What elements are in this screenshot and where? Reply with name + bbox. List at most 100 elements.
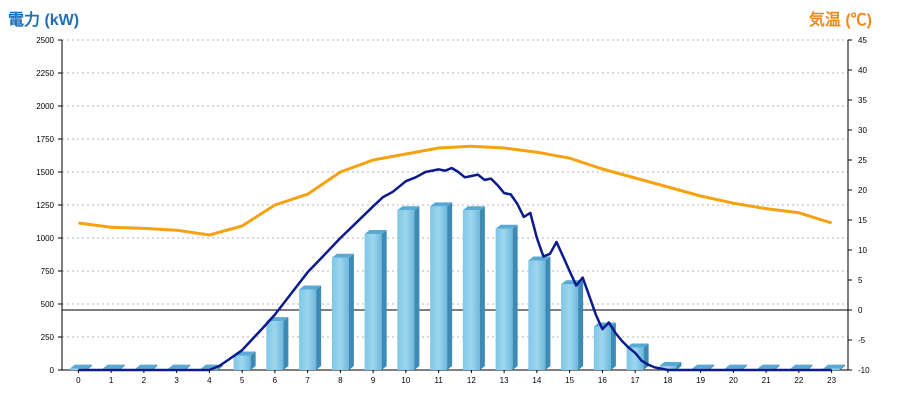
x-tick-label: 4 bbox=[207, 376, 212, 385]
bar-front bbox=[397, 210, 415, 370]
right-tick-label: 35 bbox=[858, 96, 867, 105]
bar-side bbox=[152, 364, 158, 370]
right-tick-label: 10 bbox=[858, 246, 867, 255]
bar-front bbox=[528, 260, 546, 370]
bar-side bbox=[414, 206, 420, 370]
left-tick-label: 2250 bbox=[36, 69, 54, 78]
right-tick-label: 15 bbox=[858, 216, 867, 225]
bar-side bbox=[185, 364, 191, 370]
axes bbox=[58, 39, 852, 373]
bar-side bbox=[217, 364, 223, 370]
bar-top bbox=[69, 364, 92, 369]
x-tick-label: 9 bbox=[371, 376, 376, 385]
bar-front bbox=[659, 366, 677, 370]
x-tick-label: 15 bbox=[565, 376, 574, 385]
bar-top bbox=[724, 364, 747, 369]
x-tick-label: 16 bbox=[598, 376, 607, 385]
bar-front bbox=[626, 347, 644, 370]
bar-top bbox=[102, 364, 125, 369]
right-tick-label: 20 bbox=[858, 186, 867, 195]
bar-side bbox=[545, 256, 551, 370]
bar-side bbox=[316, 285, 322, 370]
x-tick-label: 6 bbox=[273, 376, 278, 385]
x-tick-label: 13 bbox=[500, 376, 509, 385]
right-tick-label: -5 bbox=[858, 336, 866, 345]
x-tick-label: 10 bbox=[401, 376, 410, 385]
bar-side bbox=[807, 364, 813, 370]
x-tick-label: 12 bbox=[467, 376, 476, 385]
bar-front bbox=[462, 210, 480, 370]
bar bbox=[430, 202, 453, 370]
bar-top bbox=[626, 343, 649, 348]
left-tick-label: 250 bbox=[41, 333, 55, 342]
x-tick-label: 0 bbox=[76, 376, 81, 385]
right-axis-title: 気温 (℃) bbox=[808, 12, 872, 29]
x-tick-label: 2 bbox=[142, 376, 147, 385]
bar bbox=[495, 224, 518, 370]
right-tick-label: -10 bbox=[858, 366, 870, 375]
bar-side bbox=[381, 230, 387, 370]
x-tick-label: 22 bbox=[794, 376, 803, 385]
bar bbox=[823, 364, 846, 370]
x-tick-label: 19 bbox=[696, 376, 705, 385]
x-tick-label: 7 bbox=[305, 376, 310, 385]
bar-front bbox=[233, 355, 251, 370]
x-tick-label: 14 bbox=[532, 376, 541, 385]
bar-front bbox=[593, 326, 611, 370]
bar-side bbox=[250, 351, 256, 370]
bar-front bbox=[364, 234, 382, 370]
bar-top bbox=[364, 230, 387, 235]
bar bbox=[462, 206, 485, 370]
left-tick-label: 0 bbox=[50, 366, 55, 375]
right-tick-label: 25 bbox=[858, 156, 867, 165]
bar-front bbox=[266, 321, 284, 370]
bar bbox=[364, 230, 387, 370]
bar-front bbox=[331, 257, 349, 370]
bar bbox=[561, 280, 584, 370]
left-axis-title: 電力 (kW) bbox=[8, 12, 80, 29]
bar-side bbox=[741, 364, 747, 370]
bar-side bbox=[840, 364, 846, 370]
bar-front bbox=[495, 228, 513, 370]
bar bbox=[299, 285, 322, 370]
bar bbox=[659, 362, 682, 370]
left-tick-label: 1500 bbox=[36, 168, 54, 177]
left-tick-label: 1250 bbox=[36, 201, 54, 210]
bar-top bbox=[790, 364, 813, 369]
bar-front bbox=[299, 289, 317, 370]
x-tick-label: 8 bbox=[338, 376, 343, 385]
left-tick-label: 1750 bbox=[36, 135, 54, 144]
bar bbox=[266, 317, 289, 370]
x-tick-label: 21 bbox=[762, 376, 771, 385]
x-tick-label: 23 bbox=[827, 376, 836, 385]
bar-top bbox=[331, 253, 354, 258]
x-tick-label: 18 bbox=[663, 376, 672, 385]
left-tick-label: 500 bbox=[41, 300, 55, 309]
power-line bbox=[78, 166, 832, 372]
bar-top bbox=[757, 364, 780, 369]
bar-top bbox=[299, 285, 322, 290]
bar bbox=[528, 256, 551, 370]
bar-side bbox=[709, 364, 715, 370]
bar-front bbox=[561, 284, 579, 370]
bar-front bbox=[823, 368, 841, 370]
bar-top bbox=[692, 364, 715, 369]
bar-side bbox=[578, 280, 584, 370]
left-tick-label: 2500 bbox=[36, 36, 54, 45]
x-tick-label: 5 bbox=[240, 376, 245, 385]
bar-top bbox=[430, 202, 453, 207]
line-series bbox=[78, 144, 833, 372]
bar-top bbox=[168, 364, 191, 369]
right-tick-label: 30 bbox=[858, 126, 867, 135]
bar-side bbox=[86, 364, 92, 370]
bar-top bbox=[528, 256, 551, 261]
bar-side bbox=[283, 317, 289, 370]
right-tick-label: 45 bbox=[858, 36, 867, 45]
bar-side bbox=[610, 322, 616, 370]
bar-side bbox=[119, 364, 125, 370]
x-tick-label: 11 bbox=[434, 376, 443, 385]
temperature-line bbox=[78, 144, 833, 237]
bar-side bbox=[447, 202, 453, 370]
